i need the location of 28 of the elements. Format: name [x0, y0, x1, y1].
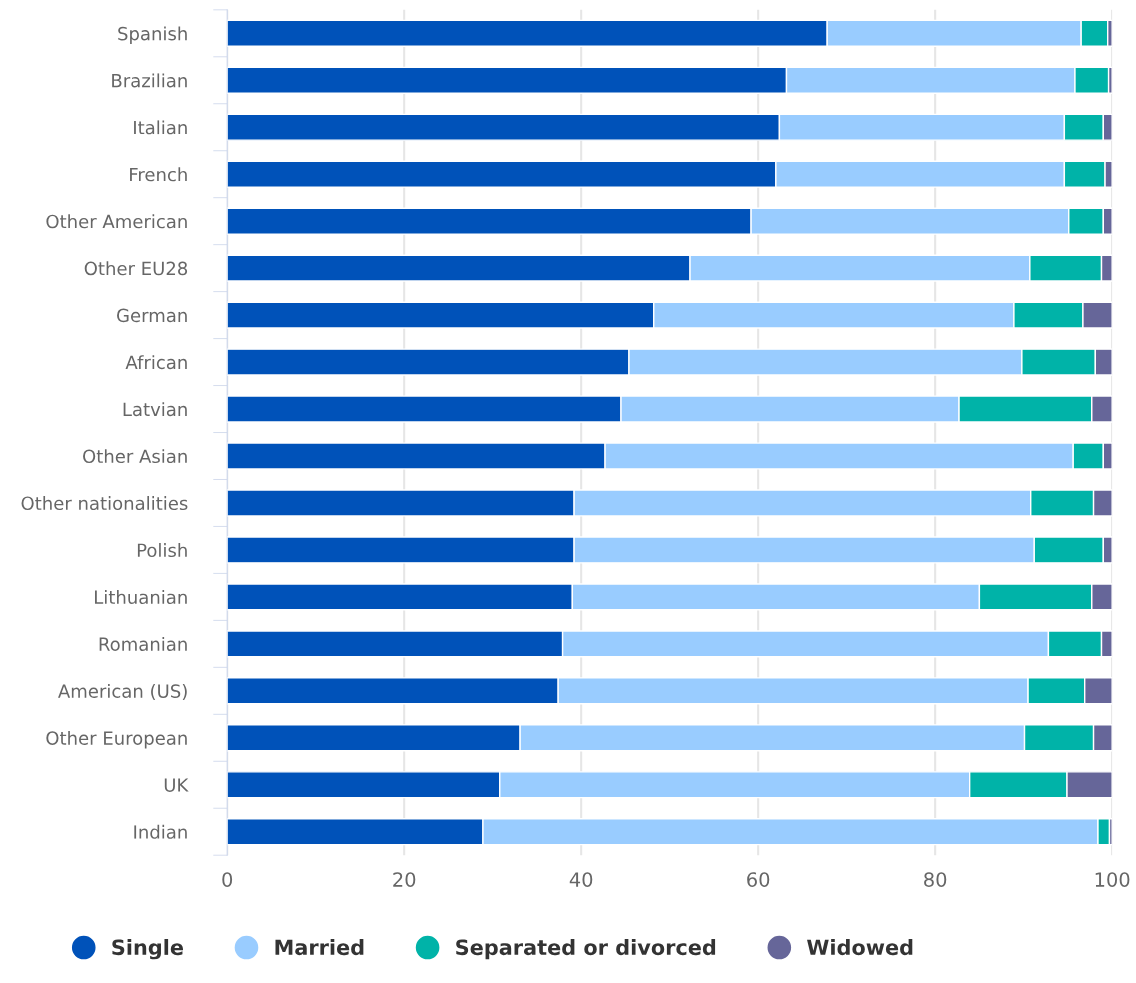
y-tick-label: Other European	[46, 730, 187, 749]
x-tick-label: 40	[569, 872, 593, 887]
legend-label: Separated or divorced	[456, 939, 716, 960]
y-tick-label: African	[125, 355, 187, 370]
x-tick-label: 80	[924, 872, 947, 887]
y-tick-label: Latvian	[123, 402, 187, 417]
x-tick-label: 60	[747, 872, 770, 887]
y-tick-label: American (US)	[58, 683, 187, 701]
y-tick-label: Brazilian	[112, 73, 187, 88]
y-tick-label: Other nationalities	[21, 496, 188, 511]
y-tick-label: Polish	[137, 543, 187, 558]
y-tick-label: Other EU28	[84, 261, 188, 276]
y-tick-label: Other American	[46, 214, 187, 229]
y-tick-label: Lithuanian	[95, 590, 187, 605]
y-tick-label: Other Asian	[83, 449, 187, 464]
y-tick-label: Spanish	[118, 26, 187, 44]
y-tick-label: Italian	[134, 120, 187, 135]
y-tick-label: Romanian	[99, 637, 187, 651]
y-tick-label: UK	[164, 778, 189, 792]
y-tick-label: German	[117, 308, 187, 323]
x-tick-label: 100	[1095, 872, 1130, 887]
x-tick-label: 20	[393, 872, 416, 887]
legend-label: Married	[275, 939, 364, 956]
legend-label: Widowed	[807, 939, 913, 956]
y-tick-label: French	[130, 167, 187, 182]
y-tick-label: Indian	[134, 824, 187, 839]
x-tick-label: 0	[222, 872, 233, 887]
legend-label: Single	[112, 939, 183, 960]
